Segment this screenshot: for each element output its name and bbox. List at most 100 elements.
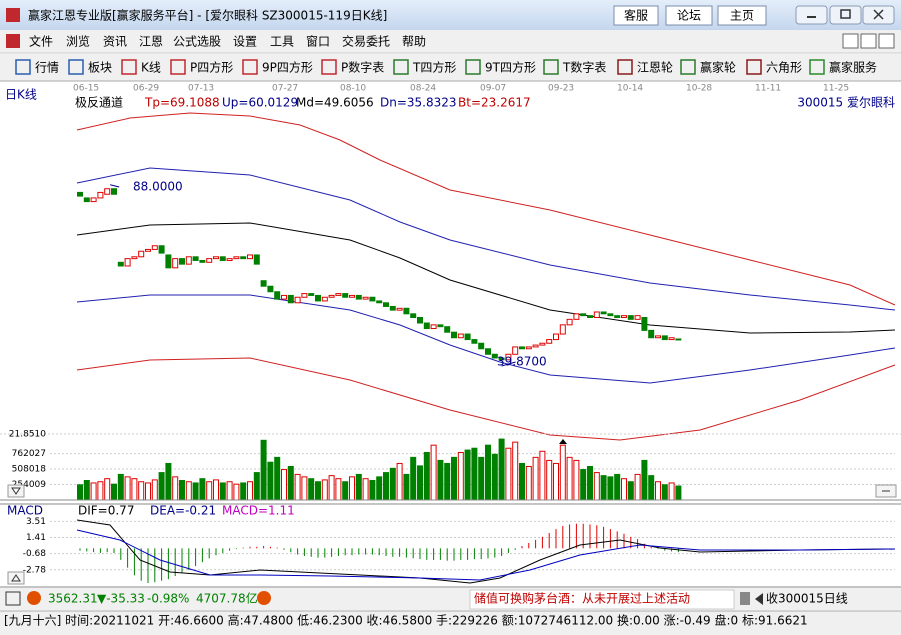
status-text: [九月十六] 时间:20211021 开:46.6600 高:47.4800 低… <box>4 613 808 628</box>
candle <box>287 294 294 304</box>
candle <box>444 326 451 333</box>
top-button-label[interactable]: 客服 <box>624 8 648 23</box>
candle <box>301 293 308 298</box>
candle <box>451 331 457 339</box>
tool-item[interactable]: 赢家服务 <box>829 60 877 75</box>
tool-icon[interactable] <box>543 59 559 75</box>
candle <box>655 335 661 339</box>
candle <box>627 315 634 320</box>
tool-icon[interactable] <box>465 59 481 75</box>
top-button[interactable] <box>613 5 659 26</box>
candle <box>396 307 403 311</box>
tool-item[interactable]: K线 <box>141 61 161 75</box>
menu-item[interactable]: 工具 <box>270 35 294 49</box>
menu-item[interactable]: 窗口 <box>306 35 330 49</box>
volume-bar <box>546 459 553 501</box>
volume-bar <box>396 462 403 501</box>
macd-tick-label: 3.51 <box>26 517 46 527</box>
date-label: 06-29 <box>133 84 159 94</box>
candle <box>328 294 335 298</box>
volume-bar <box>179 480 185 501</box>
band-tp <box>76 112 896 306</box>
volume-bar <box>430 444 437 501</box>
top-button[interactable] <box>665 5 713 26</box>
tool-item[interactable]: 9P四方形 <box>262 60 313 75</box>
volume-bar <box>539 450 546 501</box>
menu-item[interactable]: 公式选股 <box>173 35 221 49</box>
menu-bar <box>0 30 901 53</box>
tool-item[interactable]: 江恩轮 <box>637 61 673 75</box>
macd-param: DEA=-0.21 <box>150 504 216 518</box>
candle <box>199 259 206 263</box>
tool-icon[interactable] <box>68 59 84 75</box>
candle <box>519 346 525 350</box>
top-button[interactable] <box>717 5 767 26</box>
index-percent: -0.98% <box>147 592 189 606</box>
high-label: 88.0000 <box>133 180 183 194</box>
mdi-control[interactable] <box>842 33 859 49</box>
menu-item[interactable]: 帮助 <box>402 35 426 49</box>
top-button-label[interactable]: 论坛 <box>677 9 701 23</box>
volume-bar <box>627 481 634 501</box>
candle <box>315 294 321 302</box>
candle <box>294 296 301 304</box>
volume-bar <box>668 482 675 501</box>
menu-item[interactable]: 文件 <box>29 34 53 49</box>
volume-bar <box>512 441 519 501</box>
date-label: 08-24 <box>410 84 436 94</box>
tool-icon[interactable] <box>393 59 409 75</box>
glyph <box>840 9 851 19</box>
mdi-control[interactable] <box>878 33 895 49</box>
scroll-button[interactable] <box>7 571 25 585</box>
band-up <box>76 167 896 311</box>
top-button-label[interactable]: 主页 <box>730 9 754 23</box>
volume-bar <box>206 481 213 501</box>
tool-icon[interactable] <box>121 59 137 75</box>
window-control[interactable] <box>829 5 862 25</box>
volume-bar <box>335 478 342 501</box>
tool-item[interactable]: P数字表 <box>341 60 384 75</box>
macd-title: MACD <box>7 504 43 518</box>
tool-icon[interactable] <box>170 59 186 75</box>
volume-bar <box>600 475 607 501</box>
menu-item[interactable]: 设置 <box>233 35 257 49</box>
menu-item[interactable]: 交易委托 <box>342 34 390 49</box>
tool-icon[interactable] <box>321 59 337 75</box>
volume-bar <box>145 482 151 501</box>
tool-item[interactable]: 9T四方形 <box>485 60 536 75</box>
volume-bar <box>519 462 525 501</box>
tool-icon[interactable] <box>680 59 696 75</box>
date-label: 11-25 <box>823 84 849 94</box>
tool-icon[interactable] <box>15 59 31 75</box>
candle <box>158 245 165 254</box>
tool-icon[interactable] <box>242 59 258 75</box>
tool-icon[interactable] <box>617 59 633 75</box>
menu-item[interactable]: 浏览 <box>66 34 90 49</box>
candle <box>240 256 247 260</box>
menu-item[interactable]: 资讯 <box>103 35 127 49</box>
volume-bar <box>661 484 668 501</box>
candle <box>389 305 396 311</box>
tool-item[interactable]: 行情 <box>35 61 59 75</box>
mdi-control[interactable] <box>860 33 877 49</box>
candle <box>566 318 573 326</box>
candle <box>383 302 389 307</box>
candle <box>349 294 355 298</box>
volume-bar <box>172 476 179 501</box>
tool-item[interactable]: 板块 <box>88 61 112 75</box>
tool-item[interactable]: P四方形 <box>190 60 233 75</box>
scroll-button[interactable] <box>7 484 25 498</box>
tool-icon[interactable] <box>746 59 762 75</box>
candle <box>417 316 423 324</box>
tool-item[interactable]: 赢家轮 <box>700 60 736 75</box>
candle <box>97 191 104 199</box>
tool-icon[interactable] <box>809 59 825 75</box>
tool-item[interactable]: T四方形 <box>412 60 456 75</box>
tool-item[interactable]: T数字表 <box>562 60 606 75</box>
marquee-text[interactable]: 储值可换购茅台酒：从未开展过上述活动 <box>474 591 690 606</box>
tool-item[interactable]: 六角形 <box>766 61 802 75</box>
index-change: ▼-35.33 <box>97 592 145 606</box>
menu-item[interactable]: 江恩 <box>139 35 163 49</box>
window-control[interactable] <box>795 5 828 25</box>
candle <box>546 339 553 344</box>
